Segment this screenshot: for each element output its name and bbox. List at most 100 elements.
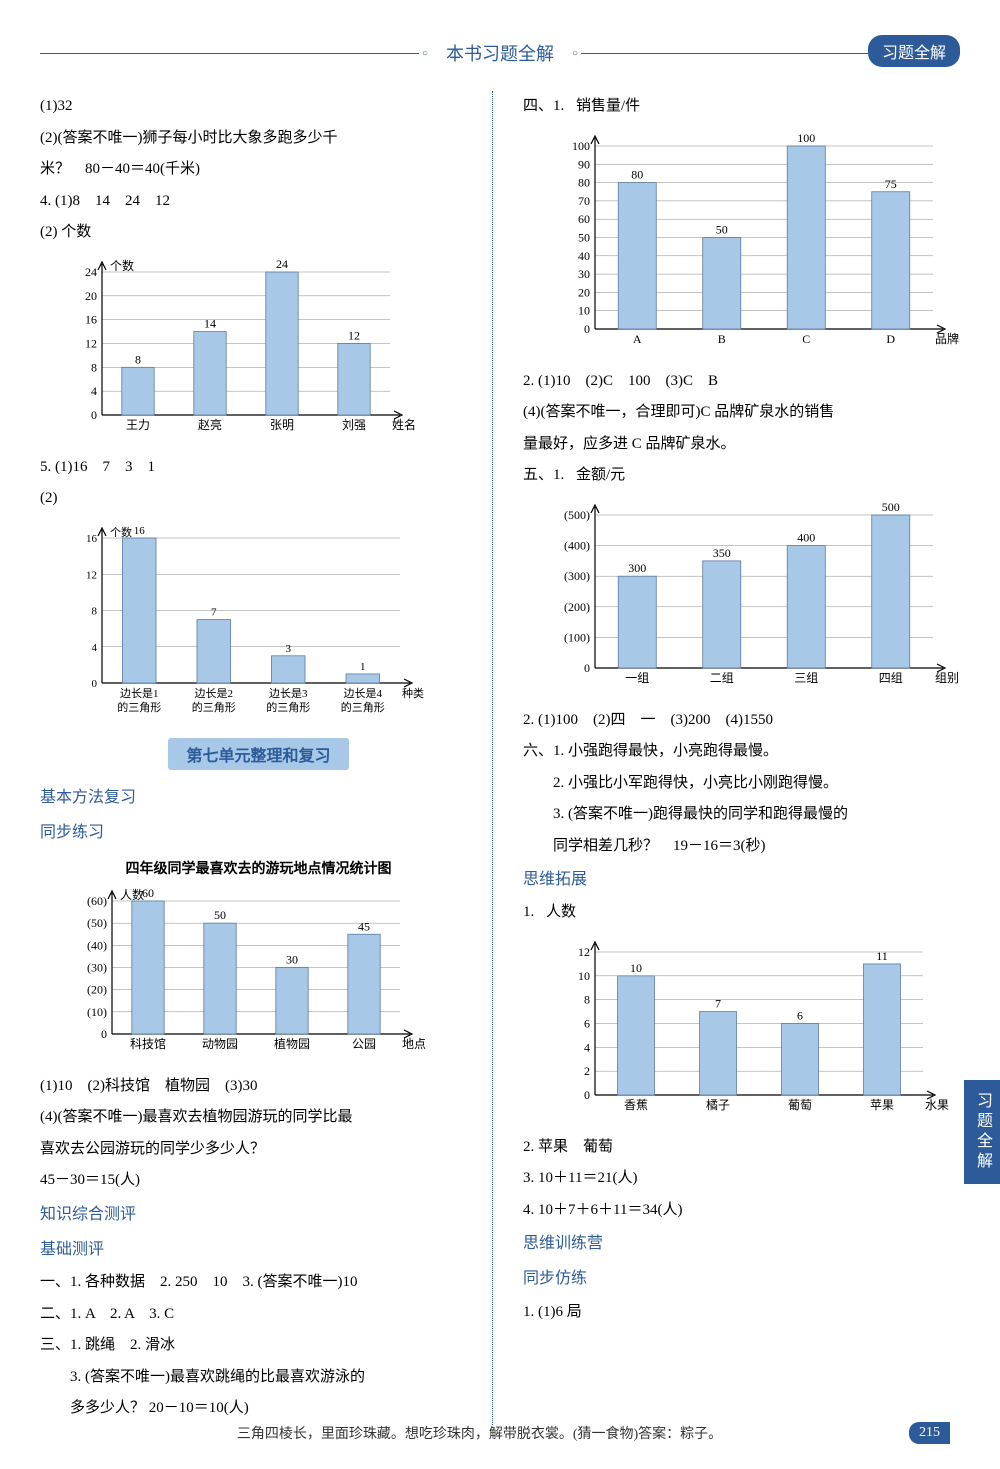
svg-text:10: 10: [578, 969, 590, 983]
answer-text: (1)32: [40, 91, 477, 123]
svg-text:12: 12: [578, 945, 590, 959]
svg-text:(500): (500): [564, 508, 590, 522]
svg-text:0: 0: [92, 678, 98, 690]
chart-sales: 010203040506070809010080A50B100C75D品牌: [553, 131, 963, 351]
chart-ylabel: 销售量/件: [576, 98, 640, 114]
section-title: 基础测评: [40, 1232, 477, 1267]
svg-text:8: 8: [91, 360, 97, 374]
right-column: 四、1. 销售量/件 010203040506070809010080A50B1…: [513, 91, 960, 1425]
svg-text:2: 2: [584, 1064, 590, 1078]
svg-text:100: 100: [797, 131, 815, 145]
svg-text:品牌: 品牌: [935, 332, 959, 346]
svg-text:20: 20: [85, 288, 97, 302]
header-badge: 习题全解: [868, 35, 960, 67]
section-title: 知识综合测评: [40, 1197, 477, 1232]
answer-text: 米？ 80－40＝40(千米): [40, 154, 477, 186]
svg-text:16: 16: [85, 312, 97, 326]
section-title: 思维训练营: [523, 1226, 960, 1261]
svg-text:C: C: [802, 332, 810, 346]
chart-title: 四年级同学最喜欢去的游玩地点情况统计图: [40, 858, 477, 878]
page-number: 215: [909, 1422, 950, 1444]
chart-triangles: 048121616边长是1的三角形7边长是2的三角形3边长是3的三角形1边长是4…: [60, 523, 430, 723]
svg-text:40: 40: [578, 248, 590, 262]
answer-text: 1. 人数: [523, 897, 960, 929]
svg-text:3: 3: [286, 642, 292, 654]
svg-text:10: 10: [578, 303, 590, 317]
svg-text:400: 400: [797, 530, 815, 544]
svg-text:24: 24: [276, 257, 288, 271]
chart-label: (2): [40, 483, 477, 515]
svg-text:二组: 二组: [710, 671, 734, 685]
svg-text:0: 0: [91, 408, 97, 422]
svg-text:人数: 人数: [120, 887, 144, 902]
page-footer: 三角四棱长，里面珍珠藏。想吃珍珠肉，解带脱衣裳。(猜一食物)答案：粽子。 215: [0, 1422, 1000, 1444]
svg-text:4: 4: [91, 384, 97, 398]
svg-text:公园: 公园: [352, 1037, 376, 1051]
svg-text:A: A: [633, 332, 642, 346]
header-dot: ○: [572, 48, 578, 59]
svg-text:植物园: 植物园: [274, 1036, 310, 1051]
svg-text:苹果: 苹果: [870, 1098, 894, 1112]
svg-text:100: 100: [572, 139, 590, 153]
svg-text:的三角形: 的三角形: [266, 700, 310, 714]
section-title: 同步练习: [40, 815, 477, 850]
chart-money: 0(100)(200)(300)(400)(500)300一组350二组400三…: [553, 500, 963, 690]
svg-text:0: 0: [584, 661, 590, 675]
svg-text:动物园: 动物园: [202, 1037, 238, 1051]
answer-text: (2)(答案不唯一)狮子每小时比大象多跑多少千: [40, 123, 477, 155]
svg-text:80: 80: [578, 175, 590, 189]
left-column: (1)32 (2)(答案不唯一)狮子每小时比大象多跑多少千 米？ 80－40＝4…: [40, 91, 493, 1425]
svg-text:8: 8: [92, 605, 98, 617]
section-title: 基本方法复习: [40, 780, 477, 815]
answer-text: (4)(答案不唯一)最喜欢去植物园游玩的同学比最: [40, 1102, 477, 1134]
svg-text:B: B: [718, 332, 726, 346]
answer-text: 2. (1)10 (2)C 100 (3)C B: [523, 366, 960, 398]
answer-text: 2. 苹果 葡萄: [523, 1132, 960, 1164]
answer-text: 三、1. 跳绳 2. 滑冰: [40, 1330, 477, 1362]
svg-text:7: 7: [211, 606, 217, 618]
answer-text: 1. (1)6 局: [523, 1297, 960, 1329]
svg-text:60: 60: [578, 212, 590, 226]
svg-text:边长是4: 边长是4: [344, 687, 383, 700]
svg-text:0: 0: [101, 1027, 107, 1041]
chart-label: (2) 个数: [40, 217, 477, 249]
svg-text:三组: 三组: [794, 671, 818, 685]
svg-text:8: 8: [584, 992, 590, 1006]
svg-text:350: 350: [713, 545, 731, 559]
answer-text: 一、1. 各种数据 2. 250 10 3. (答案不唯一)10: [40, 1267, 477, 1299]
header-dot: ○: [422, 48, 428, 59]
label: 1.: [523, 904, 534, 920]
svg-text:水果: 水果: [925, 1098, 949, 1112]
label: 四、1.: [523, 98, 564, 114]
svg-text:(400): (400): [564, 538, 590, 552]
svg-text:11: 11: [876, 949, 888, 963]
svg-text:(100): (100): [564, 630, 590, 644]
svg-text:12: 12: [348, 328, 360, 342]
answer-text: 45－30＝15(人): [40, 1165, 477, 1197]
svg-text:16: 16: [86, 533, 98, 545]
svg-text:10: 10: [630, 961, 642, 975]
svg-text:(20): (20): [87, 983, 107, 997]
svg-text:的三角形: 的三角形: [117, 700, 161, 714]
answer-text: 3. 10＋11＝21(人): [523, 1163, 960, 1195]
svg-text:6: 6: [584, 1016, 590, 1030]
chart-ylabel: 人数: [546, 904, 576, 920]
svg-text:80: 80: [631, 167, 643, 181]
svg-text:橘子: 橘子: [706, 1097, 730, 1112]
svg-text:王力: 王力: [126, 418, 150, 432]
answer-text: 2. 小强比小军跑得快，小亮比小刚跑得慢。: [523, 768, 960, 800]
svg-text:50: 50: [716, 222, 728, 236]
svg-text:24: 24: [85, 265, 97, 279]
answer-text: 二、1. A 2. A 3. C: [40, 1299, 477, 1331]
svg-text:张明: 张明: [270, 418, 294, 432]
answer-text: 多多少人？ 20－10＝10(人): [40, 1393, 477, 1425]
svg-text:20: 20: [578, 285, 590, 299]
svg-text:8: 8: [135, 352, 141, 366]
svg-text:个数: 个数: [110, 258, 134, 273]
svg-text:葡萄: 葡萄: [788, 1098, 812, 1112]
svg-text:(60): (60): [87, 894, 107, 908]
svg-text:赵亮: 赵亮: [198, 417, 222, 432]
answer-text: 四、1. 销售量/件: [523, 91, 960, 123]
section-title: 同步仿练: [523, 1261, 960, 1296]
svg-text:16: 16: [134, 525, 146, 537]
